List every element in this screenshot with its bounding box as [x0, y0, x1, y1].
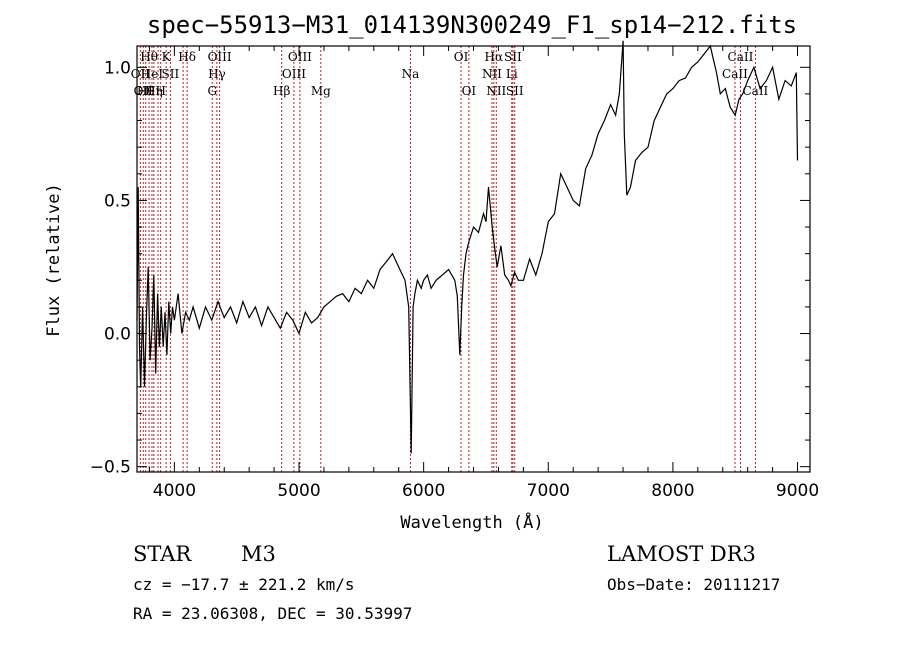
line-marker-label: H	[155, 84, 165, 98]
line-marker-label: Na	[402, 67, 420, 81]
line-marker-label: OII	[131, 67, 151, 81]
spectrum-series	[136, 40, 799, 454]
plot-frame	[136, 45, 811, 473]
chart-title: spec−55913−M31_014139N300249_F1_sp14−212…	[147, 11, 797, 39]
line-marker-label: Hγ	[208, 67, 226, 81]
line-marker-label: OIII	[282, 67, 306, 81]
line-marker-label: Hδ	[178, 50, 196, 64]
line-marker-label: OIII	[288, 50, 312, 64]
y-tick-label: 0.5	[104, 191, 131, 211]
line-marker-label: NII	[486, 84, 506, 98]
line-marker-label: OIII	[208, 50, 232, 64]
class-label: STAR	[133, 542, 192, 566]
x-tick-label: 8000	[651, 481, 694, 501]
line-marker-label: K	[162, 50, 172, 64]
y-tick-label: 1.0	[104, 58, 131, 78]
line-marker-label: Hα	[485, 50, 504, 64]
line-marker-label: OII	[134, 84, 154, 98]
line-marker-label: CaII	[728, 50, 754, 64]
emission-line-markers	[139, 46, 756, 472]
line-marker-label: OI	[462, 84, 477, 98]
y-tick-label: −0.5	[90, 458, 131, 478]
line-marker-label: CaII	[722, 67, 748, 81]
axes: 4000 5000 6000 7000 8000 9000 −0.5 0.0 0.5 1.0	[90, 46, 819, 501]
x-tick-label: 9000	[776, 481, 819, 501]
line-marker-label: NII	[482, 67, 502, 81]
x-axis-label: Wavelength (Å)	[400, 511, 543, 533]
line-marker-label: OI	[454, 50, 469, 64]
line-marker-label: Mg	[311, 84, 331, 98]
line-marker-label: SII	[504, 50, 522, 64]
survey-label: LAMOST DR3	[607, 542, 756, 566]
redshift-label: cz = −17.7 ± 221.2 km/s	[133, 575, 355, 594]
line-marker-label: CaII	[742, 84, 768, 98]
line-marker-label: Li	[506, 67, 518, 81]
line-marker-label: HeI	[141, 67, 164, 81]
x-tick-label: 4000	[153, 481, 196, 501]
x-tick-label: 7000	[527, 481, 570, 501]
x-tick-label: 6000	[402, 481, 445, 501]
line-marker-label: Hθ	[137, 84, 155, 98]
x-tick-label: 5000	[277, 481, 320, 501]
line-marker-label: G	[207, 84, 217, 98]
line-marker-label: Hη	[145, 84, 163, 98]
radec-label: RA = 23.06308, DEC = 30.53997	[133, 604, 412, 623]
line-marker-label: SII	[506, 84, 524, 98]
y-axis-label: Flux (relative)	[44, 183, 64, 337]
line-marker-label: Hβ	[273, 84, 290, 98]
line-marker-label: SII	[162, 67, 180, 81]
line-marker-label: Hθ	[140, 50, 158, 64]
emission-line-labels: OIIOIIHθHθHeIHηHKSIIHδGHγOIIIHβOIIIOIIIM…	[131, 50, 769, 98]
y-tick-label: 0.0	[104, 325, 131, 345]
subclass-label: M3	[241, 542, 276, 566]
obs-date-label: Obs−Date: 20111217	[607, 575, 780, 594]
